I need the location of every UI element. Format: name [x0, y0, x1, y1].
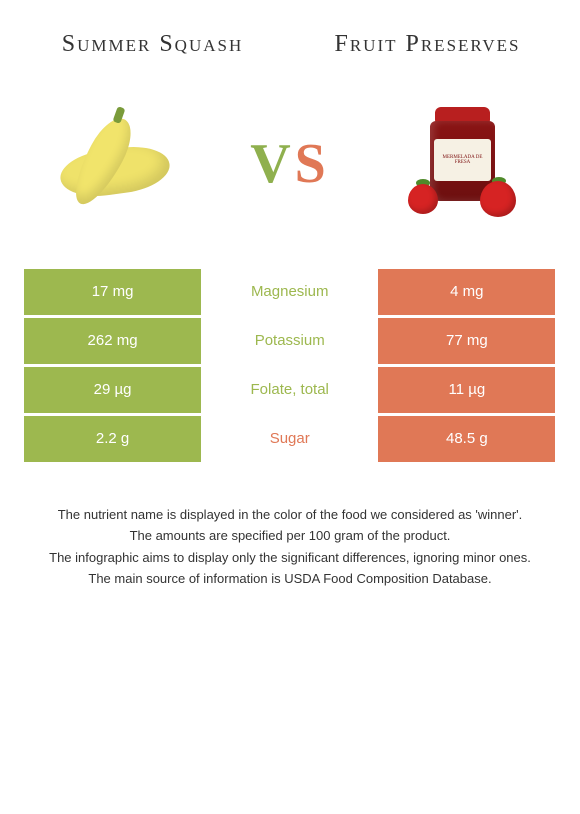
table-row: 17 mgMagnesium4 mg — [24, 269, 556, 315]
right-value: 48.5 g — [378, 416, 555, 462]
vs-label: VS — [250, 132, 330, 196]
title-left: Summer Squash — [40, 30, 265, 59]
right-value: 4 mg — [378, 269, 555, 315]
left-value: 262 mg — [24, 318, 201, 364]
footnote-line: The main source of information is USDA F… — [30, 569, 550, 589]
squash-illustration — [40, 89, 200, 239]
nutrient-label: Sugar — [201, 416, 378, 462]
right-food-image: MERMELADA DE FRESA — [380, 89, 540, 239]
footnotes: The nutrient name is displayed in the co… — [0, 465, 580, 589]
title-right: Fruit Preserves — [315, 30, 540, 59]
footnote-line: The amounts are specified per 100 gram o… — [30, 526, 550, 546]
vs-v: V — [250, 133, 294, 195]
table-row: 262 mgPotassium77 mg — [24, 318, 556, 364]
comparison-table: 17 mgMagnesium4 mg262 mgPotassium77 mg29… — [0, 269, 580, 462]
footnote-line: The infographic aims to display only the… — [30, 548, 550, 568]
nutrient-label: Potassium — [201, 318, 378, 364]
left-value: 29 µg — [24, 367, 201, 413]
nutrient-label: Magnesium — [201, 269, 378, 315]
jar-label: MERMELADA DE FRESA — [434, 139, 491, 181]
jar-illustration: MERMELADA DE FRESA — [380, 89, 540, 239]
left-value: 17 mg — [24, 269, 201, 315]
images-row: VS MERMELADA DE FRESA — [0, 69, 580, 269]
left-value: 2.2 g — [24, 416, 201, 462]
footnote-line: The nutrient name is displayed in the co… — [30, 505, 550, 525]
table-row: 29 µgFolate, total11 µg — [24, 367, 556, 413]
right-value: 77 mg — [378, 318, 555, 364]
right-value: 11 µg — [378, 367, 555, 413]
vs-s: S — [295, 133, 330, 195]
nutrient-label: Folate, total — [201, 367, 378, 413]
table-row: 2.2 gSugar48.5 g — [24, 416, 556, 462]
left-food-image — [40, 89, 200, 239]
titles-row: Summer Squash Fruit Preserves — [0, 0, 580, 69]
